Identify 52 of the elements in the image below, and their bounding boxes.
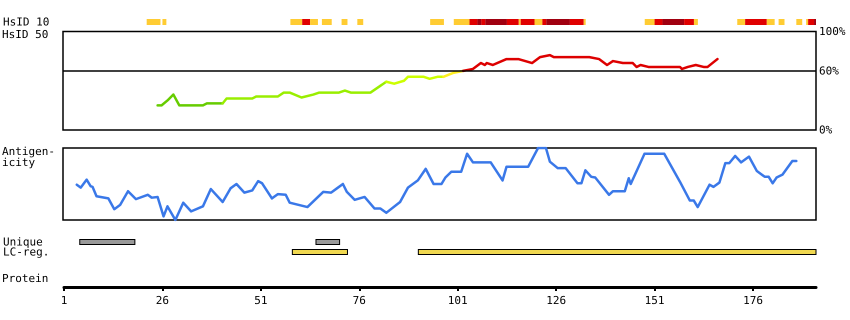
bar [654,19,662,25]
bar [520,19,534,25]
bar [534,19,542,25]
bar [808,19,814,25]
line-series [156,93,224,107]
bar [694,19,698,25]
bar [644,19,655,25]
x-tick-label: 76 [352,294,366,307]
bar [454,19,470,25]
y-tick-label: HsID 10 [3,16,50,28]
x-tick-label: 151 [644,294,665,307]
x-axis-title: Protein [2,272,48,285]
line-series [462,54,719,72]
bar [322,19,332,25]
x-tick-label: 126 [546,294,566,307]
bar [310,19,318,25]
bar [546,19,570,25]
bar [162,19,166,25]
bar [662,19,684,25]
bar [302,19,310,25]
y-tick-label: 60% [819,64,840,78]
y-tick-label: 0% [819,124,833,136]
bar [342,19,348,25]
bar [745,19,767,25]
y-axis-title: HsID 50 [2,28,48,41]
x-tick-label: 51 [254,294,268,307]
bar [542,19,546,25]
x-tick-label: 1 [60,294,68,307]
bar [430,19,444,25]
y-axis-title: Antigen- icity [2,145,55,169]
bar [477,19,482,25]
bar [357,19,364,25]
y-tick-label: LC-reg. [3,246,50,258]
bar [778,19,785,25]
x-tick-label: 26 [156,294,170,307]
bar [485,19,507,25]
bar [737,19,746,25]
bar [470,19,478,25]
line-series [385,76,445,85]
y-tick-label: 100% [819,25,846,38]
x-tick-label: 176 [743,294,763,307]
line-series [221,80,388,105]
y-tick-label: Unique [3,236,43,248]
bar [481,19,486,25]
bar [570,19,584,25]
bar [766,19,775,25]
bar [290,19,302,25]
bar [506,19,519,25]
x-tick-label: 101 [448,294,468,307]
bar [796,19,802,25]
bar [146,19,160,25]
bar [684,19,694,25]
